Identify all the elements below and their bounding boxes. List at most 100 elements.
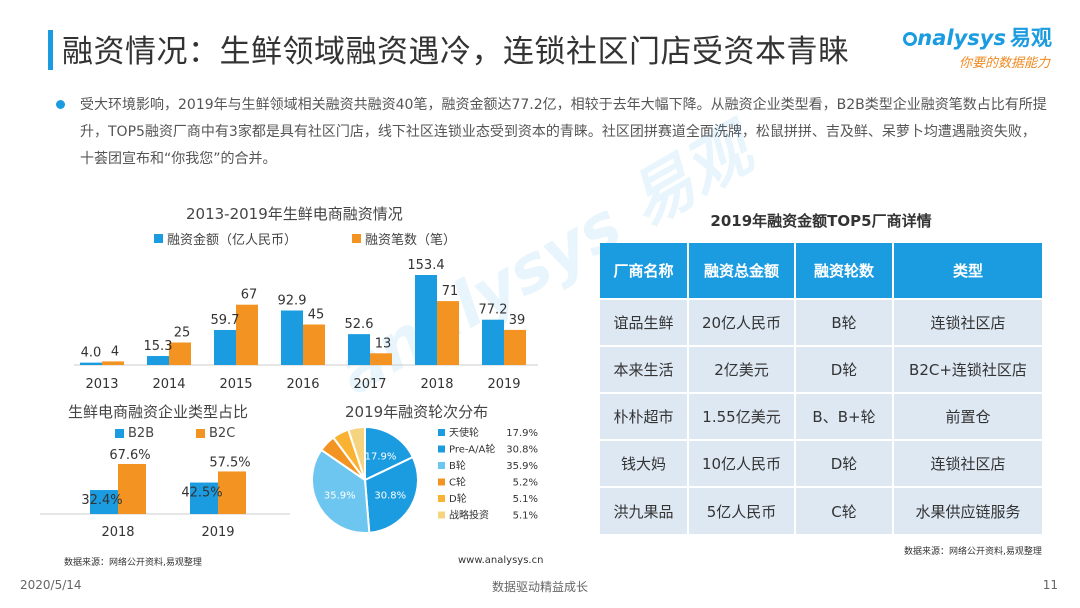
bar-count [303,324,325,365]
legend-value: 17.9% [506,428,538,439]
x-tick-label: 2016 [286,377,319,392]
funding-bar-chart: 4.0 4 2013 15.325 2014 59.767 2015 92.945 2016 52… [74,258,538,392]
legend-swatch [438,462,445,469]
legend-label: 天使轮 [449,426,479,439]
legend-swatch [438,478,445,486]
legend-value: 5.2% [513,478,538,489]
legend-label: C轮 [449,476,466,489]
data-label: 4 [111,344,119,359]
legend-value: 5.1% [513,494,538,505]
bar-amount [415,275,437,365]
x-tick-label: 2017 [353,377,386,392]
table-cell: B、B+轮 [795,392,894,440]
pie-data-label: 35.9% [324,491,356,502]
legend-swatch [438,445,445,453]
data-label: 4.0 [81,346,102,361]
legend-swatch-orange [352,234,361,243]
brand-name: nalysys [917,26,1006,50]
x-tick-label: 2015 [219,377,252,392]
bar-count [169,342,191,365]
table-header-cell: 类型 [893,243,1042,299]
table-row: 谊品生鲜 20亿人民币 B轮 连锁社区店 [600,298,1042,346]
data-label: 77.2 [479,303,508,318]
table-cell: 谊品生鲜 [600,298,689,346]
legend-label: B轮 [449,459,466,472]
x-tick-label: 2013 [85,377,118,392]
table-row: 洪九果品 5亿人民币 C轮 水果供应链服务 [600,486,1042,534]
legend-label: 战略投资 [449,509,489,522]
bar-b2c [118,463,146,514]
legend-swatch-blue [154,234,163,243]
table-cell: 连锁社区店 [893,439,1042,487]
table-cell: 钱大妈 [600,439,689,487]
data-label: 67 [241,288,258,303]
table-cell: 前置仓 [893,392,1042,440]
pie-data-label: 30.8% [374,491,406,502]
bar-count [236,304,258,365]
bar-b2b [90,490,118,514]
bar-count [370,353,392,365]
data-label: 32.4% [81,493,122,508]
table-header-row: 厂商名称 融资总金额 融资轮数 类型 [600,243,1042,299]
data-label: 67.6% [109,448,150,463]
x-tick-label: 2019 [201,525,234,540]
pie-slice [311,448,371,534]
bar-amount [214,329,236,365]
data-label: 15.3 [144,339,173,354]
pie-slice [363,455,419,534]
data-label: 25 [174,326,191,341]
table-cell: 20亿人民币 [688,298,796,346]
table-cell: 水果供应链服务 [893,486,1042,534]
intro-text: 受大环境影响，2019年与生鲜领域相关融资共融资40笔，融资金额达77.2亿，相… [80,97,1047,167]
bar-count [102,361,124,365]
bar-count [437,301,459,365]
legend-label: B2B [128,426,155,441]
legend-swatch [438,495,445,502]
x-tick-label: 2018 [101,525,134,540]
data-label: 71 [442,284,459,299]
legend-label: 融资笔数（笔） [365,233,457,248]
table-cell: D轮 [795,439,894,487]
bar-amount [482,319,504,365]
legend-b2c: B2C [196,426,235,441]
table-cell: 朴朴超市 [600,392,689,440]
bar-amount [348,334,370,365]
table-header-cell: 融资总金额 [688,243,796,299]
legend-funding-amount: 融资金额（亿人民币） [154,229,297,248]
table-row: 钱大妈 10亿人民币 D轮 连锁社区店 [600,439,1042,487]
legend-label: D轮 [449,492,467,505]
table-cell: 本来生活 [600,345,689,393]
bullet-dot-icon [56,100,65,109]
data-label: 52.6 [345,317,374,332]
table-row: 本来生活 2亿美元 D轮 B2C+连锁社区店 [600,345,1042,393]
data-label: 39 [509,313,526,328]
source-note-left: 数据来源：网络公开资料,易观整理 [64,558,202,568]
table-cell: D轮 [795,345,894,393]
data-label: 92.9 [278,293,307,308]
page-title: 融资情况：生鲜领域融资遇冷，连锁社区门店受资本青睐 [62,34,850,70]
x-tick-label: 2019 [487,377,520,392]
brand-tagline: 你要的数据能力 [958,56,1050,71]
pie-slice [347,425,366,481]
footer-date: 2020/5/14 [20,578,82,592]
bar-amount [147,356,169,365]
bar-amount [80,362,102,365]
table-cell: 5亿人民币 [688,486,796,534]
legend-label: 融资金额（亿人民币） [167,233,298,248]
bar-count [504,329,526,365]
brand-cn: 易观 [1010,26,1052,50]
data-label: 153.4 [407,258,444,273]
bar-b2b [190,482,218,514]
legend-value: 35.9% [506,461,538,472]
table-cell: C轮 [795,486,894,534]
top5-table: 厂商名称 融资总金额 融资轮数 类型 谊品生鲜 20亿人民币 B轮 连锁社区店 … [600,243,1042,534]
table-cell: B轮 [795,298,894,346]
legend-b2b: B2B [115,426,154,441]
table-row: 朴朴超市 1.55亿美元 B、B+轮 前置仓 [600,392,1042,440]
table-cell: 10亿人民币 [688,439,796,487]
type-share-bar-chart: 32.4% 67.6% 2018 42.5% 57.5% 2019 [40,448,290,540]
legend-label: Pre-A/A轮 [449,443,495,456]
table-cell: B2C+连锁社区店 [893,345,1042,393]
legend-swatch-orange [196,429,205,438]
data-label: 42.5% [181,486,222,501]
